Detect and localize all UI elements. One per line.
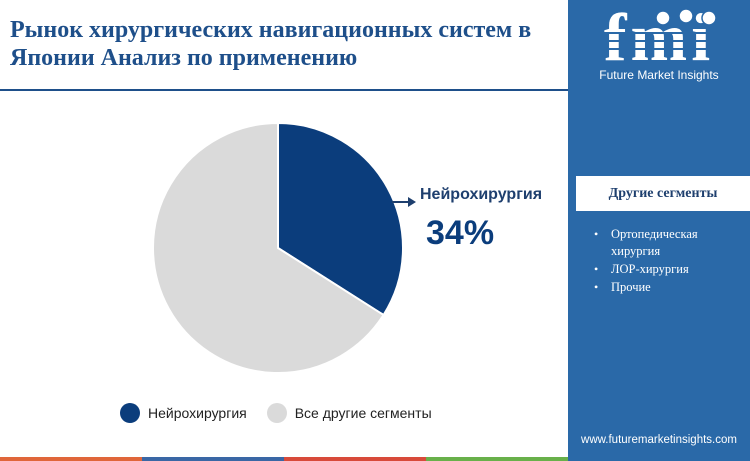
- logo-stripes-icon: [590, 32, 730, 50]
- chart-legend: Нейрохирургия Все другие сегменты: [120, 400, 452, 426]
- globe-icons: [655, 8, 717, 26]
- fmi-logo: fmi: [590, 4, 730, 75]
- chart-area: [0, 91, 568, 461]
- legend-label-neurosurgery: Нейрохирургия: [148, 405, 247, 421]
- other-segments-list: Ортопедическая хирургия ЛОР-хирургия Про…: [594, 226, 744, 297]
- legend-swatch-neurosurgery: [120, 403, 140, 423]
- footer-color-bar: [0, 457, 568, 461]
- brand-name: Future Market Insights: [599, 68, 719, 82]
- callout-arrow-icon: [392, 197, 416, 207]
- other-segments-header: Другие сегменты: [576, 176, 750, 211]
- pie-slice-1: [152, 121, 385, 374]
- legend-label-other: Все другие сегменты: [294, 405, 432, 421]
- legend-swatch-other: [266, 403, 287, 423]
- legend-item-other: Все другие сегменты: [266, 403, 432, 423]
- sidebar: fmi Future Market Insights Другие сегмен…: [568, 0, 750, 461]
- footer-segment: [142, 457, 284, 461]
- segment-item: Прочие: [594, 279, 744, 296]
- website-link[interactable]: www.futuremarketinsights.com: [581, 434, 737, 446]
- title-divider: [0, 89, 568, 91]
- footer-segment: [0, 457, 142, 461]
- legend-item-neurosurgery: Нейрохирургия: [120, 403, 247, 423]
- page-title: Рынок хирургических навигационных систем…: [10, 17, 532, 71]
- footer-segment: [426, 457, 568, 461]
- segment-item: ЛОР-хирургия: [594, 261, 744, 278]
- callout-value: 34%: [426, 214, 495, 252]
- segment-item: Ортопедическая хирургия: [594, 226, 744, 260]
- pie-chart: [152, 121, 416, 374]
- callout-label: Нейрохирургия: [420, 186, 543, 203]
- footer-segment: [284, 457, 426, 461]
